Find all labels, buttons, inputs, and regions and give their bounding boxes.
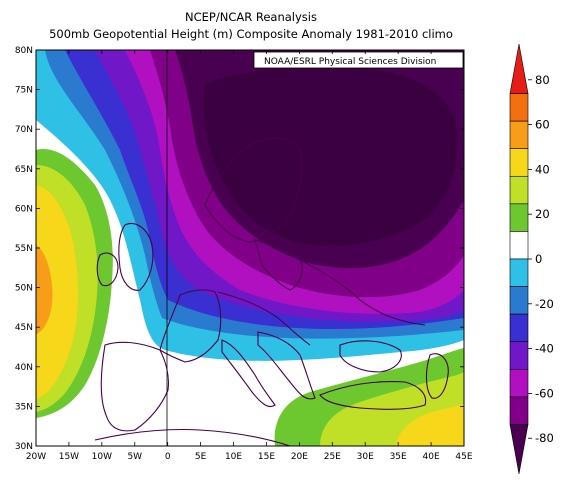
coastlines <box>94 50 449 446</box>
coast-turkey <box>319 381 427 410</box>
colorbar-tick-label: -40 <box>535 342 554 356</box>
colorbar-tick-label: 20 <box>535 207 550 221</box>
colorbar-segment <box>509 313 529 343</box>
border-eastern-europe <box>299 259 426 326</box>
lon-tick-label: 10E <box>225 452 242 462</box>
lon-tick-label: 35E <box>390 452 407 462</box>
lon-tick-label: 30E <box>357 452 374 462</box>
coast-iberia <box>100 341 169 432</box>
contour-band-plus-30 <box>36 185 78 400</box>
coast-ireland <box>96 252 119 287</box>
latitude-axis: 80N 75N 70N 65N 60N 55N 50N 45N 40N 35N 30N <box>15 46 464 452</box>
contour-core-plus-40 <box>36 245 53 335</box>
colorbar-tick-label: 80 <box>535 73 550 87</box>
colorbar-tick-label: -80 <box>535 431 554 445</box>
lat-tick-label: 50N <box>15 284 33 294</box>
colorbar-segment <box>509 368 529 398</box>
lon-tick-label: 45E <box>455 452 472 462</box>
colorbar-segment <box>509 231 529 260</box>
lat-tick-label: 60N <box>15 204 33 214</box>
chart-title: NCEP/NCAR Reanalysis <box>185 10 317 24</box>
lat-tick-label: 70N <box>15 125 33 135</box>
credit-box: NOAA/ESRL Physical Sciences Division <box>253 51 464 69</box>
colorbar-segment <box>509 120 529 150</box>
lon-tick-label: 20E <box>291 452 308 462</box>
lon-tick-label: 15E <box>258 452 275 462</box>
credit-label: NOAA/ESRL Physical Sciences Division <box>264 57 436 67</box>
colorbar-segment <box>509 203 529 232</box>
coast-caspian <box>425 353 449 399</box>
colorbar-segment <box>509 175 529 205</box>
colorbar <box>509 43 529 475</box>
lat-tick-label: 55N <box>15 244 33 254</box>
colorbar-ticks: 80 60 40 20 0 -20 -40 -60 -80 <box>528 73 554 445</box>
colorbar-tick-label: 0 <box>535 252 542 266</box>
colorbar-tick-label: -60 <box>535 386 554 400</box>
colorbar-tick-label: 60 <box>535 118 550 132</box>
lon-tick-label: 20W <box>26 452 46 462</box>
lat-tick-label: 65N <box>15 165 33 175</box>
lat-tick-label: 30N <box>15 442 33 452</box>
lon-tick-label: 40E <box>423 452 440 462</box>
colorbar-segment <box>509 93 529 122</box>
lon-tick-label: 0 <box>165 452 171 462</box>
lat-tick-label: 80N <box>15 46 33 56</box>
chart-subtitle: 500mb Geopotential Height (m) Composite … <box>49 27 453 41</box>
colorbar-segment <box>509 258 529 287</box>
colorbar-segment <box>509 424 529 475</box>
lon-tick-label: 5E <box>195 452 207 462</box>
lon-tick-label: 15W <box>59 452 79 462</box>
border-central-europe <box>217 291 311 346</box>
colorbar-tick-label: 40 <box>535 162 550 176</box>
lon-tick-label: 10W <box>92 452 112 462</box>
coast-north-africa <box>94 428 291 446</box>
colorbar-segment <box>509 341 529 370</box>
colorbar-segment <box>509 43 529 94</box>
coast-france <box>159 289 222 363</box>
lat-tick-label: 35N <box>15 402 33 412</box>
coast-black-sea <box>339 340 402 373</box>
colorbar-segment <box>509 148 529 177</box>
longitude-axis: 20W 15W 10W 5W 0 5E 10E 15E 20E 25E 30E 35E 40E 45E <box>26 50 473 462</box>
lat-tick-label: 40N <box>15 363 33 373</box>
colorbar-tick-label: -20 <box>535 297 554 311</box>
coast-balkans <box>257 331 316 400</box>
coast-uk <box>118 223 154 291</box>
lat-tick-label: 75N <box>15 86 33 96</box>
coast-scandinavia <box>204 137 303 243</box>
coast-italy <box>221 339 276 408</box>
lon-tick-label: 5W <box>127 452 142 462</box>
contour-core-minus-80 <box>203 67 458 247</box>
colorbar-segment <box>509 286 529 315</box>
coast-baltic <box>254 239 303 291</box>
lon-tick-label: 25E <box>324 452 341 462</box>
colorbar-segment <box>509 396 529 425</box>
lat-tick-label: 45N <box>15 323 33 333</box>
map-panel <box>36 50 464 446</box>
contour-band-plus-30-se <box>395 404 464 446</box>
